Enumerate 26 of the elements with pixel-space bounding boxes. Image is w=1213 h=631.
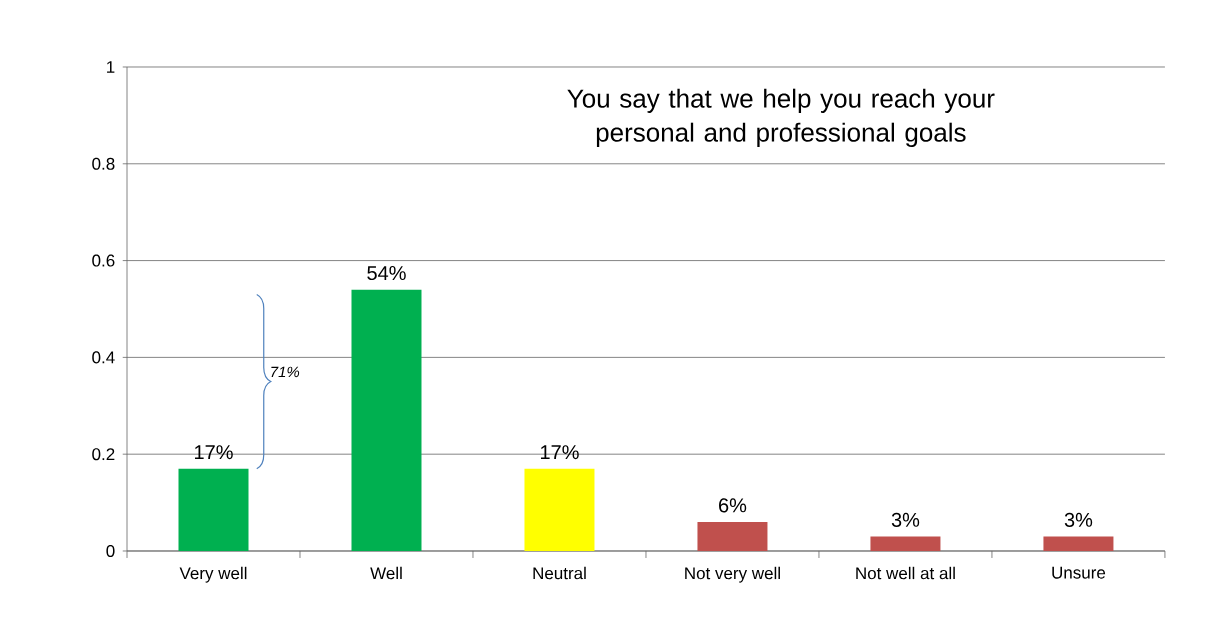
text: You say that we help you reach your personal and professional goals (567, 88, 995, 147)
bar (524, 468, 595, 551)
bar (1043, 536, 1114, 551)
y-tick-label: 0 (106, 544, 115, 558)
data-label: 6% (719, 498, 747, 513)
y-tick-label: 0.6 (92, 254, 115, 267)
data-label: 3% (891, 512, 920, 527)
y-tick-label: 0.4 (92, 351, 115, 364)
y-tick-label: 1 (107, 61, 115, 73)
x-tick-label: Not very well (685, 566, 780, 583)
x-tick-label: Not well at all (856, 566, 955, 580)
x-tick-label: Very well (179, 566, 247, 583)
x-tick-label: Unsure (1052, 566, 1106, 579)
data-label: 17% (195, 445, 233, 460)
bar (351, 289, 422, 551)
data-label: 17% (540, 445, 579, 460)
bar (697, 521, 768, 551)
data-label: 3% (1064, 512, 1093, 527)
x-tick-label: Well (370, 566, 402, 580)
bar (870, 536, 941, 551)
y-tick-label: 0.8 (92, 157, 115, 170)
x-tick-label: Neutral (533, 566, 586, 580)
bar (178, 468, 249, 551)
data-label: 54% (367, 266, 406, 281)
annotation: 71% (271, 366, 300, 378)
y-tick-label: 0.2 (92, 448, 115, 461)
